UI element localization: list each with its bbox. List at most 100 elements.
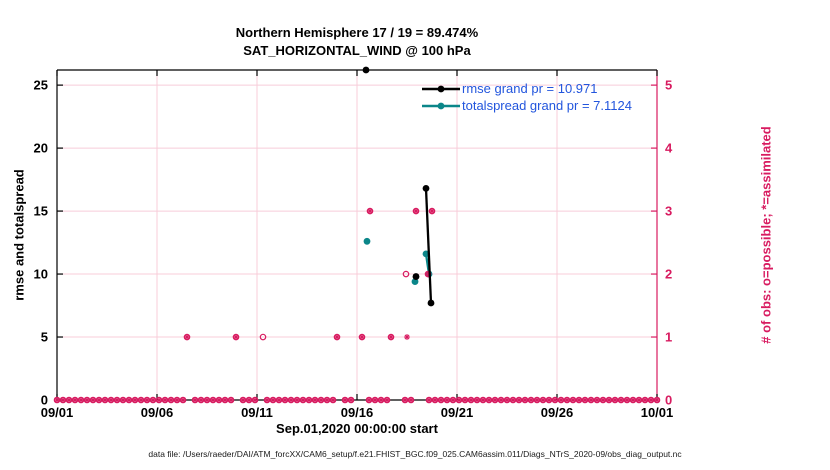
x-tick-label: 09/21 <box>441 405 474 420</box>
obs-marker <box>617 396 625 404</box>
obs-marker <box>317 396 325 404</box>
obs-marker <box>587 396 595 404</box>
obs-marker <box>101 396 109 404</box>
obs-marker <box>232 333 240 341</box>
obs-marker <box>293 396 301 404</box>
obs-marker <box>599 396 607 404</box>
obs-marker <box>137 396 145 404</box>
obs-marker <box>251 396 259 404</box>
obs-marker <box>443 396 451 404</box>
obs-marker <box>311 396 319 404</box>
rmse-point <box>427 299 435 307</box>
obs-marker <box>407 396 415 404</box>
x-tick-label: 09/26 <box>541 405 574 420</box>
obs-marker <box>221 396 229 404</box>
obs-marker <box>341 396 349 404</box>
obs-marker <box>653 396 661 404</box>
totalspread-point <box>363 237 371 245</box>
obs-marker <box>119 396 127 404</box>
obs-marker <box>366 207 374 215</box>
obs-marker <box>412 207 420 215</box>
obs-markers <box>53 207 661 404</box>
obs-marker <box>365 396 373 404</box>
obs-marker <box>431 396 439 404</box>
y-tick-label-left: 25 <box>34 78 48 93</box>
obs-marker <box>533 396 541 404</box>
obs-marker <box>227 396 235 404</box>
obs-marker <box>437 396 445 404</box>
obs-marker <box>473 396 481 404</box>
y-tick-label-left: 20 <box>34 141 48 156</box>
obs-marker <box>425 396 433 404</box>
obs-marker <box>629 396 637 404</box>
obs-marker <box>641 396 649 404</box>
obs-marker <box>401 396 409 404</box>
obs-marker <box>65 396 73 404</box>
legend: rmse grand pr = 10.971 totalspread grand … <box>422 80 632 114</box>
obs-marker <box>281 396 289 404</box>
obs-marker <box>467 396 475 404</box>
chart-subtitle: SAT_HORIZONTAL_WIND @ 100 hPa <box>243 43 471 58</box>
x-tick-label: 09/06 <box>141 405 174 420</box>
obs-marker <box>191 396 199 404</box>
obs-marker <box>275 396 283 404</box>
obs-marker <box>515 396 523 404</box>
obs-marker <box>509 396 517 404</box>
obs-marker <box>428 207 436 215</box>
obs-marker <box>605 396 613 404</box>
obs-marker <box>125 396 133 404</box>
legend-label: totalspread grand pr = 7.1124 <box>462 98 632 113</box>
y-tick-label-left: 15 <box>34 204 48 219</box>
obs-marker <box>77 396 85 404</box>
obs-marker <box>449 396 457 404</box>
tick-labels: 09/01 09/06 09/11 09/16 09/21 09/26 10/0105101… <box>34 78 674 420</box>
obs-marker <box>59 396 67 404</box>
obs-marker <box>71 396 79 404</box>
y-tick-label-right: 2 <box>665 267 672 282</box>
obs-marker <box>402 270 410 278</box>
chart-title: Northern Hemisphere 17 / 19 = 89.474% <box>235 25 479 40</box>
legend-item-rmse: rmse grand pr = 10.971 <box>422 80 632 97</box>
x-tick-label: 10/01 <box>641 405 674 420</box>
obs-marker <box>545 396 553 404</box>
x-axis-label: Sep.01,2020 00:00:00 start <box>276 421 438 436</box>
obs-marker <box>143 396 151 404</box>
obs-marker <box>287 396 295 404</box>
obs-marker <box>83 396 91 404</box>
obs-marker <box>259 333 267 341</box>
y-tick-label-right: 5 <box>665 78 672 93</box>
obs-marker <box>167 396 175 404</box>
legend-item-totalspread: totalspread grand pr = 7.1124 <box>422 97 632 114</box>
obs-marker <box>329 396 337 404</box>
y-tick-label-right: 4 <box>665 141 673 156</box>
obs-marker <box>53 396 61 404</box>
obs-marker <box>461 396 469 404</box>
obs-marker <box>299 396 307 404</box>
y-tick-label-left: 10 <box>34 267 48 282</box>
legend-label: rmse grand pr = 10.971 <box>462 81 598 96</box>
x-tick-label: 09/01 <box>41 405 74 420</box>
obs-marker <box>263 396 271 404</box>
totalspread-legend-marker <box>422 102 460 109</box>
obs-marker <box>485 396 493 404</box>
obs-marker <box>539 396 547 404</box>
obs-marker <box>347 396 355 404</box>
x-tick-label: 09/16 <box>341 405 374 420</box>
obs-marker <box>269 396 277 404</box>
obs-marker <box>371 396 379 404</box>
obs-marker <box>305 396 313 404</box>
obs-marker <box>491 396 499 404</box>
rmse-point <box>362 66 370 74</box>
obs-marker <box>183 333 191 341</box>
y-tick-label-right: 0 <box>665 393 672 408</box>
obs-marker <box>647 396 655 404</box>
obs-marker <box>569 396 577 404</box>
obs-marker <box>155 396 163 404</box>
obs-marker <box>479 396 487 404</box>
obs-marker <box>497 396 505 404</box>
obs-marker <box>149 396 157 404</box>
rmse-legend-marker <box>422 85 460 92</box>
obs-marker <box>245 396 253 404</box>
obs-marker <box>404 334 410 341</box>
